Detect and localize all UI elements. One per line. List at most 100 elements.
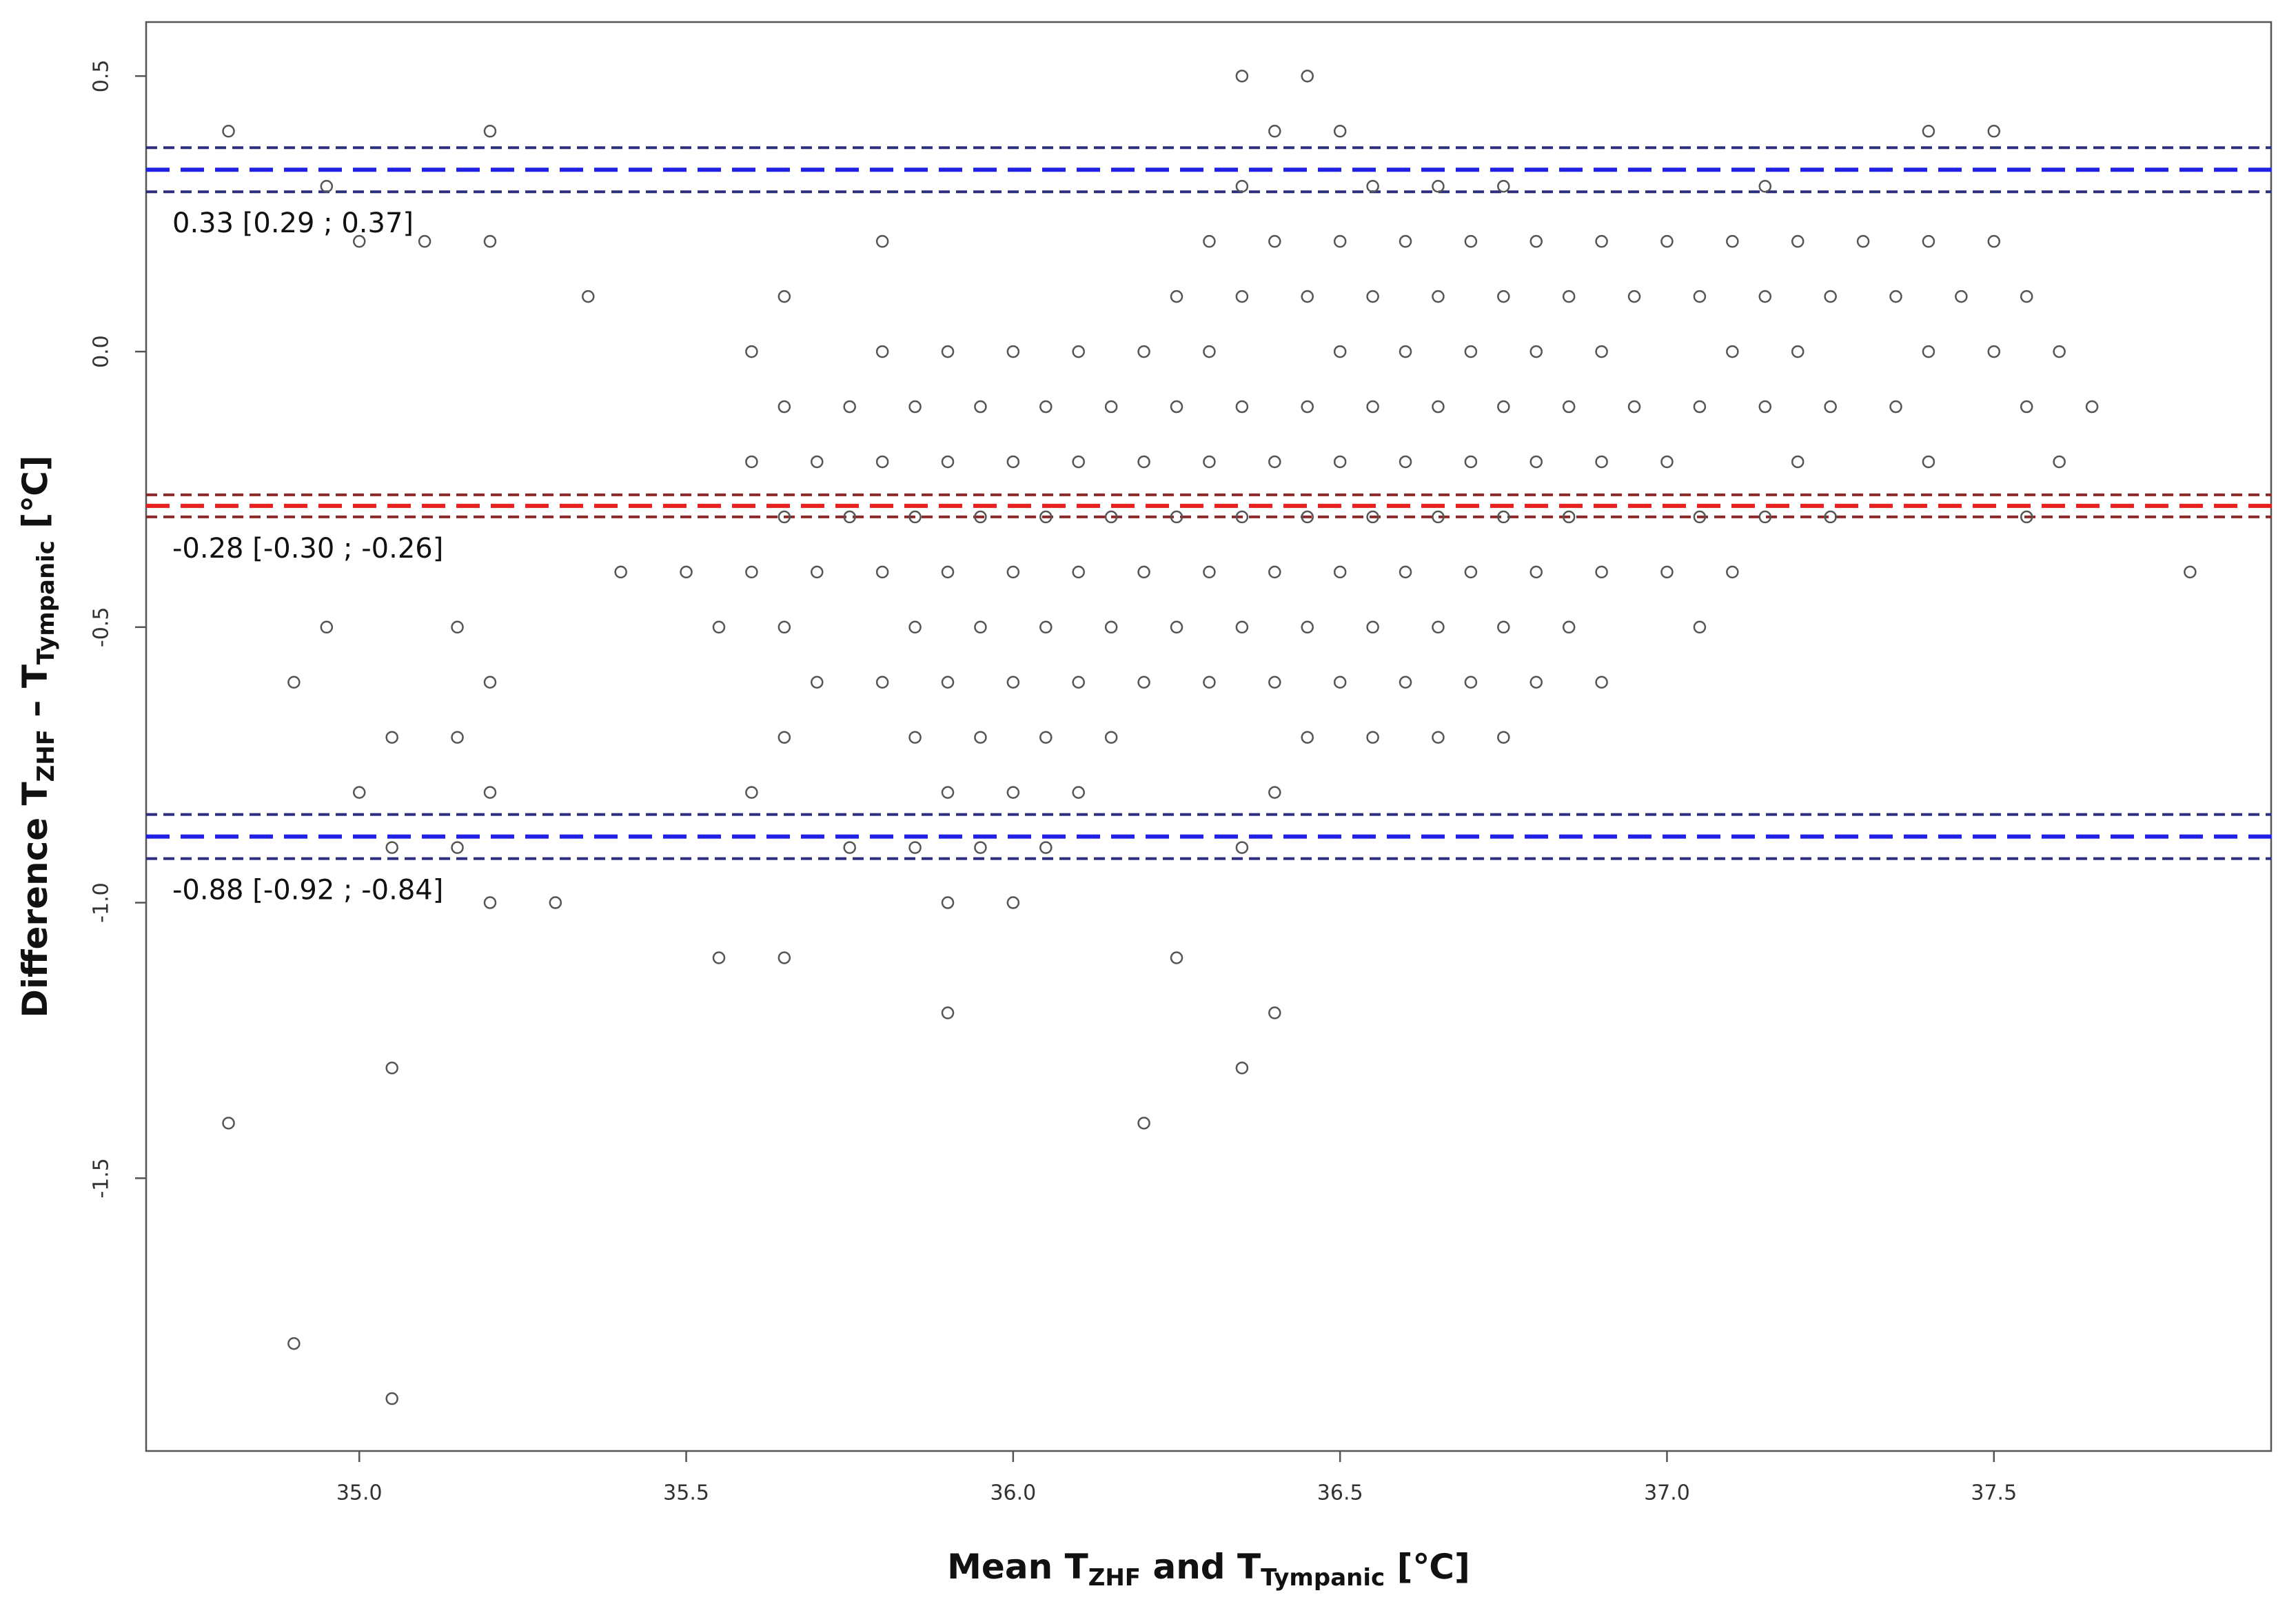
- point: [1497, 400, 1510, 414]
- point: [843, 841, 856, 854]
- point: [1399, 676, 1412, 689]
- point: [1137, 1117, 1150, 1130]
- label-part: [℃]: [15, 455, 55, 540]
- point: [614, 565, 627, 579]
- point: [1562, 510, 1576, 524]
- point: [1006, 345, 1020, 358]
- point: [451, 841, 464, 854]
- point: [1758, 179, 1772, 193]
- point: [1693, 400, 1707, 414]
- point: [1235, 70, 1249, 83]
- point: [1137, 565, 1150, 579]
- point: [843, 400, 856, 414]
- y-tick-label: 0.5: [90, 59, 114, 92]
- point: [1595, 345, 1608, 358]
- point: [1595, 455, 1608, 469]
- point: [1268, 1006, 1281, 1019]
- point: [1333, 234, 1347, 248]
- point: [1301, 400, 1314, 414]
- point: [1333, 565, 1347, 579]
- point: [287, 676, 301, 689]
- point: [1366, 731, 1379, 744]
- point: [1464, 676, 1478, 689]
- point: [320, 620, 334, 634]
- point: [1627, 400, 1641, 414]
- point: [941, 455, 955, 469]
- point: [1301, 510, 1314, 524]
- point: [777, 510, 791, 524]
- point: [811, 565, 824, 579]
- point: [1758, 510, 1772, 524]
- subscript: ZHF: [32, 729, 60, 782]
- point: [1595, 234, 1608, 248]
- point: [1824, 510, 1837, 524]
- subscript: Tympanic: [32, 540, 60, 664]
- point: [1627, 290, 1641, 303]
- point: [2085, 400, 2099, 414]
- point: [1137, 676, 1150, 689]
- point: [483, 125, 497, 138]
- xlabel-title: Mean TZHF and TTympanic [℃]: [947, 1547, 1470, 1592]
- point: [1268, 676, 1281, 689]
- point: [1170, 510, 1183, 524]
- subscript: ZHF: [1088, 1564, 1141, 1592]
- point: [1366, 179, 1379, 193]
- point: [941, 786, 955, 799]
- point: [941, 896, 955, 909]
- line-label: -0.88 [-0.92 ; -0.84]: [172, 875, 443, 906]
- point: [974, 400, 987, 414]
- point: [1497, 510, 1510, 524]
- plot-frame: [145, 21, 2273, 1452]
- label-part: [℃]: [1385, 1547, 1470, 1587]
- point: [1170, 400, 1183, 414]
- point: [1497, 620, 1510, 634]
- point: [1464, 234, 1478, 248]
- label-part: Difference T: [15, 782, 55, 1017]
- point: [1660, 565, 1674, 579]
- point: [1562, 400, 1576, 414]
- line-label: -0.28 [-0.30 ; -0.26]: [172, 533, 443, 565]
- point: [385, 841, 398, 854]
- point: [875, 565, 889, 579]
- point: [1072, 345, 1085, 358]
- point: [1529, 565, 1543, 579]
- point: [1366, 400, 1379, 414]
- point: [974, 841, 987, 854]
- point: [385, 731, 398, 744]
- point: [974, 510, 987, 524]
- point: [451, 620, 464, 634]
- point: [1235, 841, 1249, 854]
- point: [1235, 290, 1249, 303]
- point: [483, 676, 497, 689]
- point: [1006, 455, 1020, 469]
- point: [908, 400, 922, 414]
- point: [811, 676, 824, 689]
- point: [974, 731, 987, 744]
- point: [1301, 731, 1314, 744]
- label-part: Mean T: [947, 1547, 1088, 1587]
- point: [1856, 234, 1870, 248]
- point: [1726, 565, 1739, 579]
- point: [2053, 345, 2066, 358]
- point: [1693, 290, 1707, 303]
- point: [941, 676, 955, 689]
- point: [1268, 234, 1281, 248]
- point: [483, 896, 497, 909]
- point: [974, 620, 987, 634]
- point: [777, 620, 791, 634]
- point: [222, 1117, 235, 1130]
- point: [1333, 455, 1347, 469]
- point: [1366, 620, 1379, 634]
- point: [875, 234, 889, 248]
- point: [418, 234, 431, 248]
- point: [1693, 510, 1707, 524]
- point: [1497, 731, 1510, 744]
- point: [875, 455, 889, 469]
- point: [1824, 400, 1837, 414]
- point: [1137, 345, 1150, 358]
- point: [745, 345, 758, 358]
- point: [1072, 786, 1085, 799]
- point: [2020, 510, 2033, 524]
- point: [1203, 345, 1216, 358]
